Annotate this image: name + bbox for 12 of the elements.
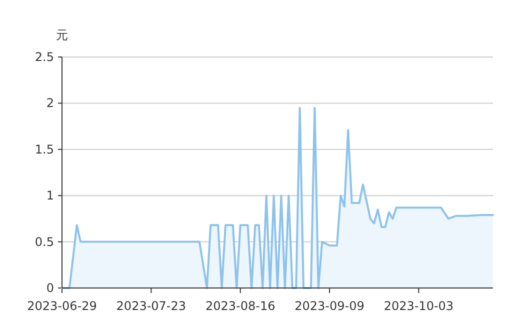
x-tick-label: 2023-07-23 xyxy=(116,299,186,313)
y-tick-label: 0.5 xyxy=(34,234,54,249)
x-tick-label: 2023-08-16 xyxy=(205,299,276,313)
y-tick-label: 0 xyxy=(46,281,54,295)
x-tick-label: 2023-10-03 xyxy=(384,299,454,313)
y-tick-label: 2.5 xyxy=(34,50,54,64)
y-tick-label: 1 xyxy=(46,188,54,203)
x-tick-label: 2023-06-29 xyxy=(27,299,97,313)
x-tick-label: 2023-09-09 xyxy=(294,299,364,313)
y-tick-label: 2 xyxy=(46,96,54,110)
y-tick-label: 1.5 xyxy=(34,142,54,156)
y-axis-title: 元 xyxy=(56,28,68,42)
